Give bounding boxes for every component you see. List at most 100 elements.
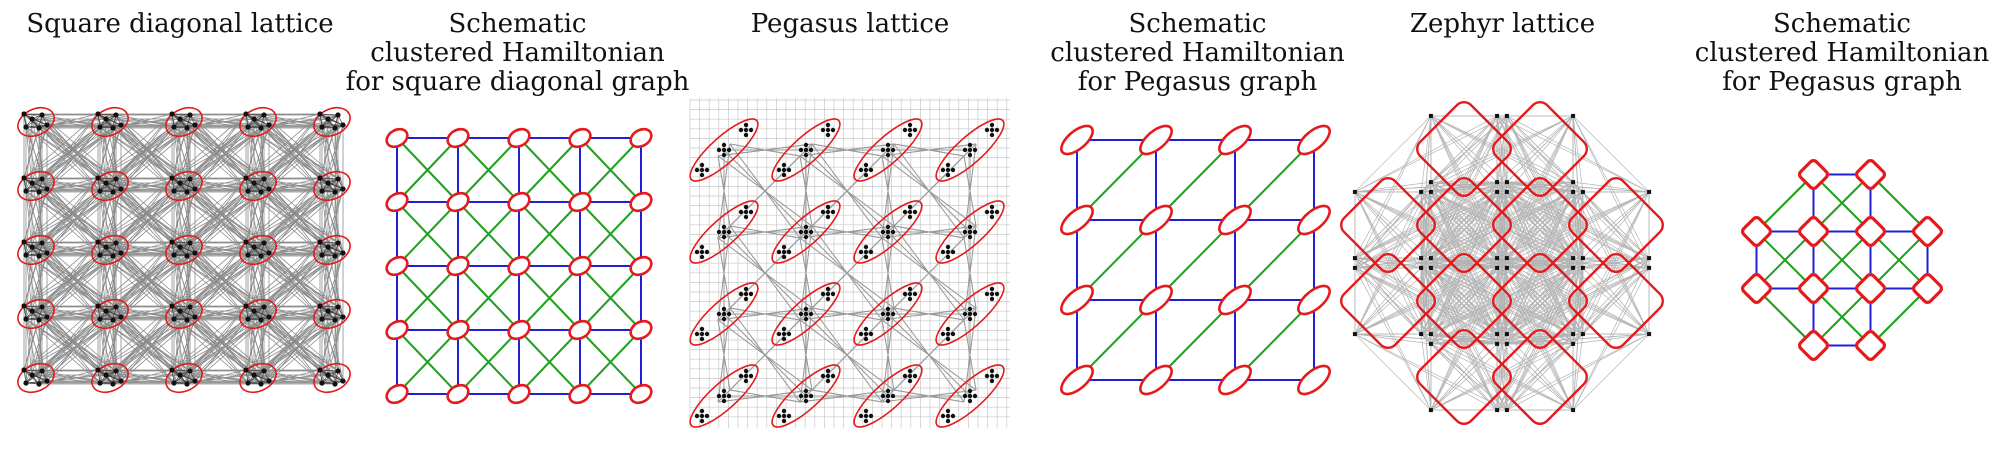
qubit-node <box>863 326 869 332</box>
qubit-node <box>261 176 267 182</box>
qubit-node <box>967 152 973 158</box>
qubit-node <box>694 413 700 419</box>
intra-cluster-edge <box>173 114 191 128</box>
qubit-node <box>1495 341 1500 346</box>
coupler-edge <box>179 126 249 184</box>
intra-cluster-edge <box>245 113 265 116</box>
qubit-node <box>177 180 183 186</box>
cluster-node <box>385 127 409 149</box>
qubit-node <box>912 291 918 297</box>
pegasus-lattice-figure <box>689 98 1010 428</box>
qubit-node <box>704 167 710 173</box>
qubit-node <box>243 175 249 181</box>
qubit-node <box>704 331 710 337</box>
cluster-rounded-square <box>1416 101 1512 197</box>
schematic-edges <box>1076 139 1315 381</box>
intra-cluster-edge <box>31 182 48 190</box>
qubit-node <box>989 209 995 215</box>
qubit-node <box>325 308 331 314</box>
cluster-ellipse <box>17 298 55 330</box>
qubit-node <box>989 286 995 292</box>
cluster-node <box>1912 273 1943 304</box>
qubit-node <box>319 124 325 130</box>
coupler-edge <box>1506 267 1584 411</box>
qubit-node <box>39 176 45 182</box>
qubit-node <box>803 234 809 240</box>
qubit-node <box>781 413 787 419</box>
cluster-rounded-square <box>1568 177 1664 273</box>
qubit-node <box>716 311 722 317</box>
coupler-edge <box>253 254 323 312</box>
coupler-edge <box>247 252 270 320</box>
cluster-rounded-square <box>1340 177 1436 273</box>
qubit-node <box>704 249 710 255</box>
coupler-edge <box>334 191 339 244</box>
qubit-node <box>1495 180 1500 185</box>
intra-cluster-edge <box>97 305 117 308</box>
cluster-ellipse <box>935 364 1005 428</box>
intra-cluster-edge <box>105 118 122 126</box>
qubit-node <box>1495 408 1500 413</box>
cluster-node <box>507 127 531 149</box>
cluster-node <box>507 319 531 341</box>
intra-cluster-edge <box>253 374 270 382</box>
qubit-node <box>945 326 951 332</box>
cluster-ellipse <box>313 234 351 266</box>
coupler-edge <box>321 124 344 192</box>
intra-cluster-edge <box>171 369 191 372</box>
cluster-ellipse <box>165 234 203 266</box>
qubit-node <box>967 316 973 322</box>
cluster-node <box>1060 364 1094 396</box>
coupler-edge <box>263 305 321 308</box>
cluster-node <box>1139 284 1173 316</box>
intra-cluster-edge <box>247 114 265 128</box>
coupler-edge <box>268 310 329 318</box>
qubit-node <box>880 229 886 235</box>
coupler-edge <box>99 124 122 192</box>
coupler-edge <box>25 316 48 384</box>
qubit-node <box>118 250 124 256</box>
qubit-node <box>21 367 27 373</box>
qubit-node <box>317 303 323 309</box>
intra-cluster-edge <box>321 316 344 320</box>
intra-cluster-edge <box>319 241 339 244</box>
qubit-node <box>36 381 42 387</box>
qubit-node <box>743 209 749 215</box>
qubit-node <box>325 180 331 186</box>
qubit-node <box>113 176 119 182</box>
cluster-node <box>1741 273 1772 304</box>
panel-title: Zephyr lattice <box>1409 9 1596 39</box>
qubit-node <box>245 188 251 194</box>
cluster-node <box>629 319 653 341</box>
qubit-node <box>803 311 809 317</box>
qubit-node <box>863 162 869 168</box>
qubit-node <box>798 147 804 153</box>
cluster-ellipse <box>771 364 841 428</box>
qubit-node <box>266 314 272 320</box>
qubit-node <box>820 291 826 297</box>
intra-cluster-edge <box>99 316 122 320</box>
cluster-ellipse <box>165 362 203 394</box>
qubit-node <box>798 229 804 235</box>
qubit-node <box>29 180 35 186</box>
cluster-ellipse <box>935 200 1005 264</box>
coupler-edge <box>799 307 895 321</box>
cluster-ellipse <box>935 118 1005 182</box>
coupler-edge <box>46 374 107 382</box>
qubit-node <box>192 378 198 384</box>
coupler-edge <box>105 126 175 184</box>
cluster-node <box>446 383 470 405</box>
coupler-edge <box>115 369 173 372</box>
intra-cluster-edge <box>245 369 265 372</box>
coupler-edge <box>189 241 247 244</box>
coupler-edge <box>97 177 173 243</box>
qubit-node <box>29 244 35 250</box>
cluster-node <box>1060 204 1094 236</box>
coupler-edge <box>23 305 99 371</box>
intra-cluster-edge <box>321 188 344 192</box>
qubit-node <box>972 147 978 153</box>
qubit-node <box>868 331 874 337</box>
qubit-node <box>907 132 913 138</box>
qubit-node <box>945 244 951 250</box>
qubit-node <box>781 326 787 332</box>
